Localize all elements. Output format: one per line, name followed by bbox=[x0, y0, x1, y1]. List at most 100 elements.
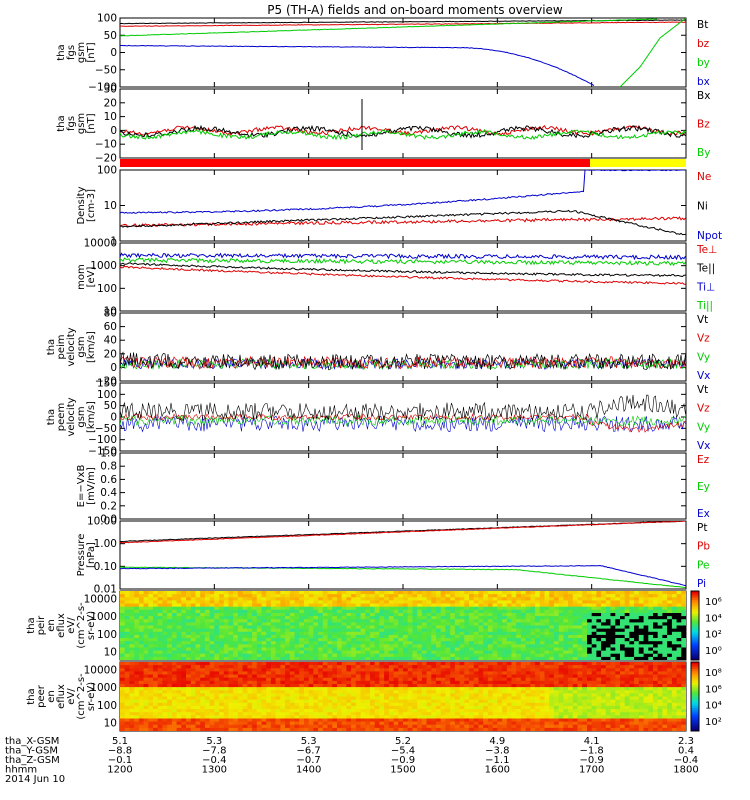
heatmap-cell bbox=[167, 606, 173, 611]
panel-data bbox=[120, 18, 686, 87]
heatmap-cell bbox=[530, 653, 536, 658]
heatmap-cell bbox=[502, 674, 508, 679]
heatmap-cell bbox=[384, 653, 390, 658]
heatmap-cell bbox=[233, 699, 239, 704]
heatmap-cell bbox=[346, 687, 352, 691]
heatmap-cell bbox=[228, 650, 234, 655]
heatmap-cell bbox=[653, 628, 659, 633]
heatmap-cell bbox=[322, 600, 329, 605]
heatmap-cell bbox=[204, 644, 211, 648]
heatmap-cell bbox=[388, 641, 395, 645]
heatmap-cell bbox=[370, 638, 376, 642]
heatmap-cell bbox=[558, 641, 564, 645]
heatmap-cell bbox=[322, 625, 329, 630]
heatmap-cell bbox=[478, 603, 484, 608]
heatmap-cell bbox=[379, 650, 385, 655]
heatmap-cell bbox=[516, 619, 522, 623]
heatmap-cell bbox=[605, 656, 612, 660]
heatmap-cell bbox=[421, 668, 428, 672]
heatmap-cell bbox=[341, 653, 347, 658]
heatmap-cell bbox=[436, 653, 442, 658]
heatmap-cell bbox=[469, 727, 475, 731]
heatmap-cell bbox=[549, 631, 555, 636]
heatmap-cell bbox=[417, 613, 423, 617]
heatmap-cell bbox=[487, 594, 494, 598]
heatmap-cell bbox=[634, 634, 640, 639]
heatmap-cell bbox=[233, 727, 239, 731]
heatmap-cell bbox=[511, 613, 517, 617]
heatmap-cell bbox=[643, 653, 649, 658]
heatmap-cell bbox=[313, 680, 319, 685]
heatmap-cell bbox=[256, 718, 263, 723]
heatmap-cell bbox=[294, 641, 300, 645]
heatmap-cell bbox=[436, 638, 442, 642]
heatmap-cell bbox=[473, 600, 480, 605]
heatmap-cell bbox=[285, 727, 291, 731]
heatmap-cell bbox=[464, 625, 470, 630]
heatmap-cell bbox=[252, 641, 258, 645]
heatmap-cell bbox=[520, 644, 527, 648]
heatmap-cell bbox=[393, 625, 399, 630]
heatmap-cell bbox=[157, 705, 163, 710]
heatmap-cell bbox=[129, 631, 135, 636]
heatmap-cell bbox=[355, 727, 362, 731]
heatmap-cell bbox=[280, 727, 286, 731]
heatmap-cell bbox=[634, 653, 640, 658]
heatmap-cell bbox=[653, 613, 659, 617]
heatmap-cell bbox=[563, 613, 569, 617]
heatmap-cell bbox=[379, 677, 385, 682]
heatmap-cell bbox=[327, 687, 333, 691]
heatmap-cell bbox=[483, 650, 489, 655]
heatmap-cell bbox=[440, 600, 446, 605]
heatmap-cell bbox=[426, 641, 432, 645]
heatmap-cell bbox=[450, 597, 456, 601]
heatmap-cell bbox=[355, 641, 362, 645]
heatmap-cell bbox=[393, 727, 399, 731]
heatmap-cell bbox=[431, 702, 437, 707]
heatmap-cell bbox=[242, 591, 248, 595]
heatmap-cell bbox=[421, 638, 428, 642]
heatmap-cell bbox=[195, 721, 201, 726]
heatmap-cell bbox=[398, 634, 404, 639]
heatmap-cell bbox=[200, 696, 206, 701]
heatmap-cell bbox=[417, 721, 423, 726]
heatmap-cell bbox=[379, 715, 385, 719]
heatmap-cell bbox=[558, 616, 564, 620]
heatmap-cell bbox=[601, 619, 607, 623]
panel-data bbox=[120, 252, 686, 285]
heatmap-cell bbox=[558, 603, 564, 608]
heatmap-cell bbox=[539, 603, 546, 608]
heatmap-cell bbox=[162, 696, 168, 701]
heatmap-cell bbox=[256, 638, 263, 642]
heatmap-cell bbox=[181, 712, 187, 716]
heatmap-cell bbox=[360, 687, 366, 691]
heatmap-cell bbox=[516, 699, 522, 704]
heatmap-cell bbox=[553, 616, 560, 620]
heatmap-cell bbox=[365, 674, 371, 679]
colorbar-segment bbox=[691, 620, 699, 624]
heatmap-cell bbox=[313, 628, 319, 633]
heatmap-cell bbox=[539, 609, 546, 614]
heatmap-cell bbox=[157, 712, 163, 716]
heatmap-cell bbox=[120, 668, 126, 672]
heatmap-cell bbox=[327, 715, 333, 719]
heatmap-cell bbox=[374, 641, 380, 645]
ylabel-line: tha bbox=[46, 409, 57, 425]
panel-data bbox=[120, 99, 686, 150]
heatmap-cell bbox=[322, 631, 329, 636]
heatmap-cell bbox=[374, 591, 380, 595]
heatmap-cell bbox=[171, 644, 178, 648]
heatmap-cell bbox=[171, 603, 178, 608]
heatmap-cell bbox=[615, 600, 621, 605]
heatmap-cell bbox=[568, 647, 574, 652]
heatmap-cell bbox=[667, 644, 673, 648]
heatmap-cell bbox=[351, 641, 357, 645]
heatmap-cell bbox=[601, 594, 607, 598]
heatmap-cell bbox=[266, 718, 272, 723]
panel-data bbox=[120, 351, 686, 371]
heatmap-cell bbox=[134, 600, 140, 605]
heatmap-cell bbox=[596, 594, 602, 598]
heatmap-cell bbox=[417, 650, 423, 655]
heatmap-cell bbox=[365, 603, 371, 608]
heatmap-cell bbox=[275, 591, 281, 595]
